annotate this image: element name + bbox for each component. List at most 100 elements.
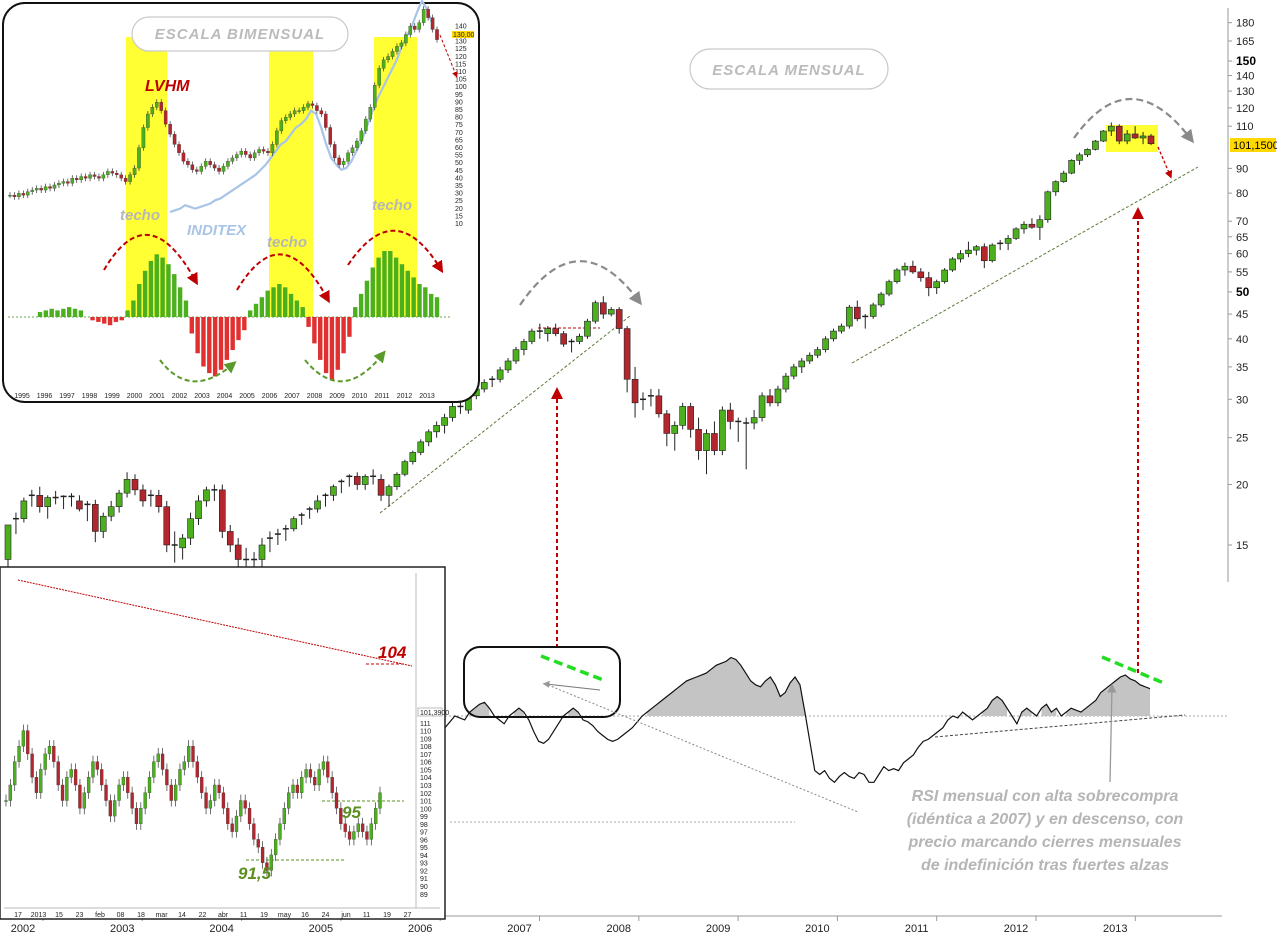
inset-y-tick: 25 [455,198,463,205]
inset-candle [48,183,52,192]
inset-candle [270,141,275,156]
rsi-caption: RSI mensual con alta sobrecompra (idénti… [907,788,1184,874]
inset-y-tick: 140 [455,23,467,30]
oscillator-bar [335,317,340,370]
daily-candle [104,778,108,807]
inset-candle [21,190,26,199]
daily-candle [226,802,230,830]
inset-candle [426,6,430,21]
daily-candle [217,778,221,799]
candle [36,486,44,513]
oscillator-bar [160,257,165,317]
daily-candle [347,825,352,846]
oscillator-bar [195,317,200,354]
inset-x-tick: 2003 [194,393,210,400]
inset-arc [103,233,198,286]
daily-candle [204,786,208,815]
candle [663,410,671,447]
daily-candle [195,755,199,784]
inset-candle [390,48,395,60]
daily-candle [374,802,378,830]
x-tick-label: 2008 [607,923,631,935]
daily-candle [160,747,165,776]
arrow-drop-2013 [1157,146,1173,179]
candle [441,413,448,434]
oscillator-bar [172,274,177,317]
oscillator-bar [277,284,282,317]
candle [84,500,91,522]
daily-y-tick: 100 [420,806,432,813]
daily-x-tick: 11 [363,912,370,919]
inset-candle [141,124,146,151]
inset-candle [319,107,324,117]
inset-x-tick: 1996 [37,393,53,400]
candle [1108,122,1115,136]
daily-y-tick: 102 [420,791,432,798]
oscillator-bar [364,280,370,317]
candle [695,417,702,460]
candle [433,421,440,438]
inset-candle [372,82,377,111]
y-tick-label: 90 [1236,163,1248,175]
inset-candle [230,154,235,165]
daily-candle [156,747,160,768]
inset-candle [123,175,128,185]
inset-candle [306,100,310,111]
inset-candle [341,158,346,168]
oscillator-bar [259,297,265,317]
inset-candle [257,146,261,156]
y-tick-label: 45 [1236,309,1248,321]
oscillator-bar [405,270,411,317]
inset-candle [395,43,399,55]
oscillator-bar [166,264,171,317]
oscillator-bar [300,307,305,317]
daily-y-tick: 103 [420,783,432,790]
daily-candle [191,740,195,768]
inset-y-tick: 120 [455,54,467,61]
y-tick-label: 180 [1236,18,1254,30]
level-91-label: 91,5 [238,864,272,883]
daily-candle [52,740,56,768]
oscillator-bar [61,308,66,317]
candle [266,531,273,553]
daily-y-tick: 92 [420,868,428,875]
inset-candle [172,131,177,148]
candle [798,358,806,373]
daily-candle [91,755,95,784]
y-tick-label: 150 [1236,54,1256,68]
candle [20,497,28,523]
level-95-label: 95 [342,803,361,822]
inset-y-tick: 70 [455,130,463,137]
candle [607,307,615,317]
inset-candle [8,192,12,199]
daily-candle [47,740,52,760]
daily-candle [39,763,43,799]
candle [92,499,99,543]
inset-title-pill [131,16,349,52]
daily-candle [21,724,26,753]
daily-x-tick: 19 [260,912,268,919]
inset-drop-arrow [439,34,458,78]
inset-candle [275,127,279,148]
oscillator-bar [353,307,358,317]
inset-y-tick: 55 [455,153,463,160]
candle [1060,170,1067,183]
inset-candle [364,116,368,134]
daily-candle [221,786,226,815]
inset-candle [226,158,230,170]
candle [623,326,631,393]
oscillator-bar [96,317,101,322]
inset-candle [43,183,48,194]
inset-y-tick: 110 [455,69,466,76]
oscillator-bar [230,317,235,350]
daily-x-tick: 08 [117,912,125,919]
daily-candle [139,802,143,830]
candle [862,314,869,329]
inset-candle [195,166,199,175]
oscillator-bar [37,312,43,317]
inset-candle [310,100,315,109]
y-tick-label: 80 [1236,188,1248,200]
candle [361,474,369,490]
oscillator-bar [207,317,212,374]
inset-candle [252,149,257,161]
